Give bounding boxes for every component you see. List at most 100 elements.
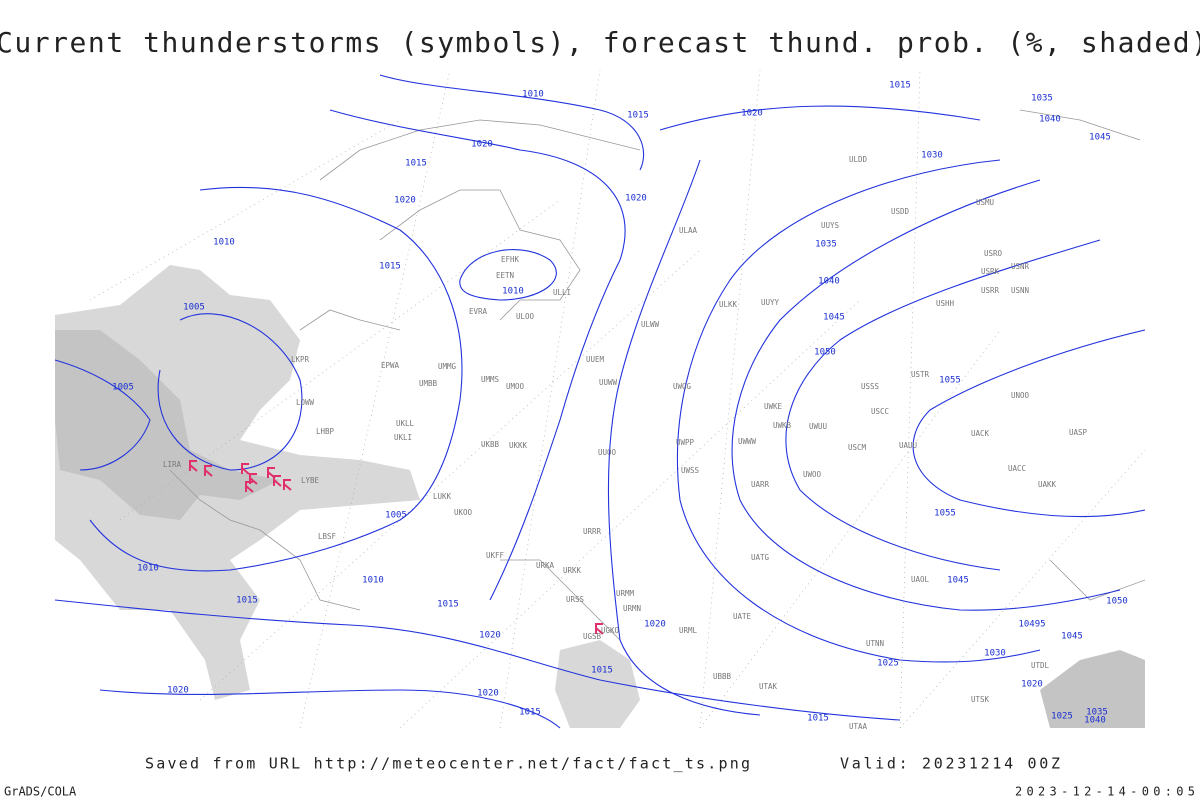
station-label: UWPP bbox=[676, 438, 695, 447]
isobar-label: 1040 bbox=[1084, 716, 1106, 726]
isobar bbox=[329, 109, 626, 601]
station-label: UBBB bbox=[713, 672, 732, 681]
station-label: UKLI bbox=[394, 433, 412, 442]
station-label: LBSF bbox=[318, 532, 337, 541]
thunderstorm-symbol bbox=[283, 479, 292, 491]
station-label: UGKO bbox=[601, 626, 620, 635]
station-label: UUYS bbox=[821, 221, 840, 230]
isobar-label: 1050 bbox=[814, 348, 836, 358]
isobar bbox=[54, 599, 901, 721]
station-label: USHH bbox=[936, 299, 955, 308]
station-label: UATG bbox=[751, 553, 770, 562]
station-label: UTDL bbox=[1031, 661, 1050, 670]
source-url: Saved from URL http://meteocenter.net/fa… bbox=[145, 755, 750, 773]
station-label: USDD bbox=[891, 207, 910, 216]
station-label: ULKK bbox=[719, 300, 738, 309]
station-label: USRR bbox=[981, 286, 1000, 295]
station-label: LHBP bbox=[316, 427, 335, 436]
station-labels: EFHK EETN EVRA ULOO UMMG UMMS UMOO UUEM UUWW UKBB… bbox=[163, 155, 1088, 731]
thunderstorm-symbol bbox=[273, 475, 282, 487]
station-label: UKLL bbox=[396, 419, 415, 428]
station-label: UTAA bbox=[849, 722, 868, 731]
probability-shade bbox=[555, 640, 640, 728]
station-label: EFHK bbox=[501, 255, 520, 264]
station-label: ULLI bbox=[553, 288, 571, 297]
isobar bbox=[459, 249, 557, 301]
station-label: ULAA bbox=[679, 226, 698, 235]
station-label: USCM bbox=[848, 443, 867, 452]
isobar-label: 1010 bbox=[502, 287, 524, 297]
isobar bbox=[607, 105, 981, 716]
station-label: UWOO bbox=[803, 470, 822, 479]
station-label: UWWW bbox=[738, 437, 757, 446]
isobar-label: 1020 bbox=[471, 140, 493, 150]
isobar-label: 1010 bbox=[362, 576, 384, 586]
station-label: UWGG bbox=[673, 382, 692, 391]
station-label: URKA bbox=[536, 561, 555, 570]
station-label: UWKB bbox=[773, 421, 792, 430]
isobar-label: 1015 bbox=[889, 81, 911, 91]
station-label: UUWW bbox=[599, 378, 618, 387]
coastline bbox=[169, 109, 1146, 641]
station-label: USMU bbox=[976, 198, 994, 207]
isobar bbox=[89, 186, 463, 572]
isobar-label: 1030 bbox=[921, 151, 943, 161]
station-label: USSS bbox=[861, 382, 880, 391]
probability-shade bbox=[1040, 650, 1145, 728]
timestamp: 2023-12-14-00:05 bbox=[1015, 785, 1195, 799]
station-label: LYBE bbox=[301, 476, 320, 485]
station-label: LUKK bbox=[433, 492, 452, 501]
isobar-label: 1025 bbox=[1051, 712, 1073, 722]
isobar-label: 1035 bbox=[1086, 708, 1108, 718]
station-label: UAUU bbox=[899, 441, 917, 450]
isobar-label: 1015 bbox=[519, 708, 541, 718]
isobar-label: 1055 bbox=[939, 376, 961, 386]
station-label: URRR bbox=[583, 527, 602, 536]
probability-shade bbox=[55, 330, 280, 520]
isobar-label: 1045 bbox=[1089, 133, 1111, 143]
station-label: UKFF bbox=[486, 551, 505, 560]
station-label: LIRA bbox=[163, 460, 182, 469]
thunderstorm-symbol bbox=[245, 481, 254, 493]
station-label: USRK bbox=[981, 267, 1000, 276]
station-label: USNN bbox=[1011, 286, 1029, 295]
isobar-label: 1025 bbox=[877, 659, 899, 669]
station-label: UNOO bbox=[1011, 391, 1030, 400]
isobar-label: 1020 bbox=[625, 194, 647, 204]
isobar-label: 1020 bbox=[479, 631, 501, 641]
station-label: UMOO bbox=[506, 382, 525, 391]
isobar bbox=[54, 359, 151, 471]
isobar-label: 1040 bbox=[1039, 115, 1061, 125]
isobar-label: 1050 bbox=[1106, 597, 1128, 607]
isobar-label: 1015 bbox=[379, 262, 401, 272]
isobar-label: 1015 bbox=[405, 159, 427, 169]
station-label: UARR bbox=[751, 480, 770, 489]
station-label: UWKE bbox=[764, 402, 783, 411]
station-label: UKKK bbox=[509, 441, 528, 450]
isobar-label: 1010 bbox=[213, 238, 235, 248]
isobar-label: 10495 bbox=[1018, 620, 1045, 630]
isobar bbox=[785, 239, 1101, 571]
station-label: URMN bbox=[623, 604, 641, 613]
station-label: UATE bbox=[733, 612, 752, 621]
station-label: UGSB bbox=[583, 632, 602, 641]
isobar bbox=[157, 313, 303, 471]
isobar-label: 1020 bbox=[741, 109, 763, 119]
station-label: USRO bbox=[984, 249, 1003, 258]
station-label: UAOL bbox=[911, 575, 930, 584]
station-label: UTNN bbox=[866, 639, 884, 648]
station-label: LKPR bbox=[291, 355, 310, 364]
isobar-label: 1045 bbox=[947, 576, 969, 586]
isobar bbox=[912, 329, 1146, 518]
station-label: UTAK bbox=[759, 682, 778, 691]
station-label: UASP bbox=[1069, 428, 1088, 437]
thunderstorm-symbol bbox=[249, 473, 258, 485]
station-label: EVRA bbox=[469, 307, 488, 316]
isobar bbox=[99, 689, 561, 729]
isobar bbox=[676, 159, 1041, 663]
isobar-label: 1020 bbox=[1021, 680, 1043, 690]
station-label: UACK bbox=[971, 429, 990, 438]
station-label: UMMS bbox=[481, 375, 500, 384]
